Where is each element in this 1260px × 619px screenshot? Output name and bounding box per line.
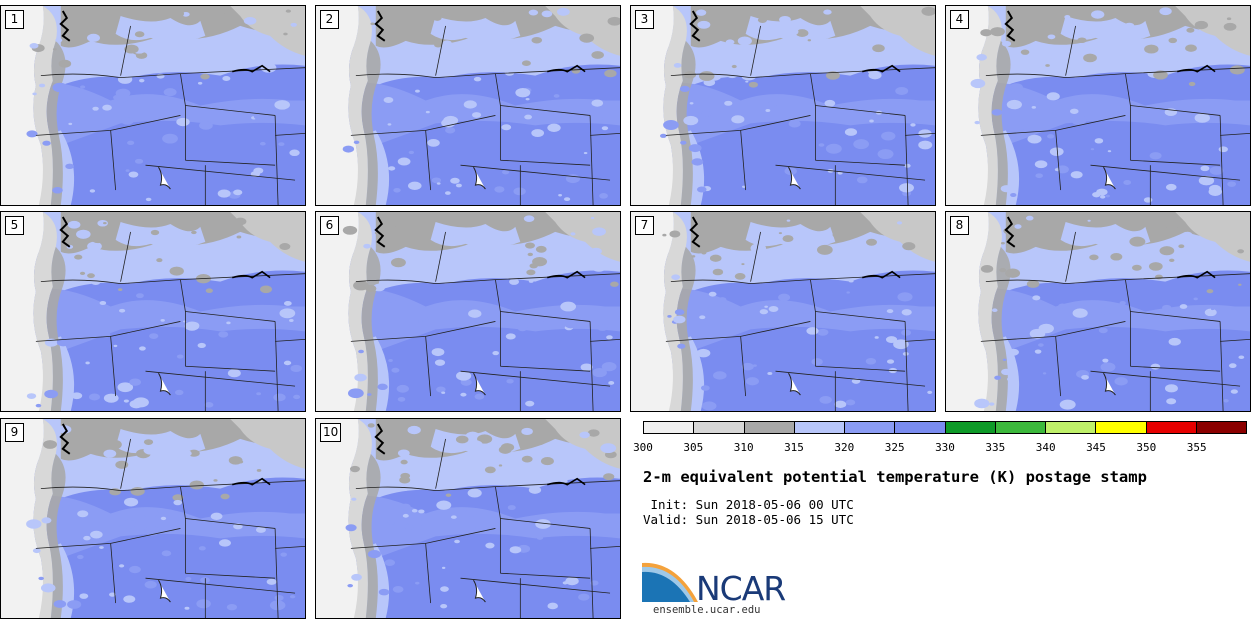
stamp-panel-7: 7 [630, 211, 936, 412]
stamp-panel-10: 10 [315, 418, 621, 619]
ncar-logo-mark: NCAR [642, 562, 786, 608]
stamp-panel-5: 5 [0, 211, 306, 412]
panel-number-label: 1 [5, 10, 24, 29]
map-image [1, 419, 305, 618]
colorbar [643, 421, 1247, 434]
colorbar-tick-label: 345 [1086, 441, 1106, 454]
colorbar-segment [1146, 422, 1197, 433]
colorbar-tick-label: 300 [633, 441, 653, 454]
map-image [946, 6, 1250, 205]
panel-number-label: 4 [950, 10, 969, 29]
panel-number-label: 7 [635, 216, 654, 235]
stamp-panel-6: 6 [315, 211, 621, 412]
colorbar-segment [1046, 422, 1097, 433]
page-title: 2-m equivalent potential temperature (K)… [643, 468, 1147, 486]
colorbar-segment [694, 422, 745, 433]
colorbar-segment [794, 422, 845, 433]
map-image [1, 212, 305, 411]
colorbar-segment [995, 422, 1046, 433]
panel-number-label: 10 [320, 423, 342, 442]
panel-number-label: 5 [5, 216, 24, 235]
panel-number-label: 6 [320, 216, 339, 235]
stamp-panel-1: 1 [0, 5, 306, 206]
map-image [631, 212, 935, 411]
stamp-panel-2: 2 [315, 5, 621, 206]
valid-time: Valid: Sun 2018-05-06 15 UTC [643, 512, 854, 527]
panel-number-label: 9 [5, 423, 24, 442]
colorbar-tick-label: 315 [784, 441, 804, 454]
map-image [316, 419, 620, 618]
colorbar-tick-label: 305 [683, 441, 704, 454]
colorbar-segment [845, 422, 896, 433]
map-image [631, 6, 935, 205]
colorbar-tick-label: 320 [834, 441, 855, 454]
colorbar-segment [1096, 422, 1147, 433]
colorbar-segment [1196, 422, 1246, 433]
ncar-logo: NCAR [642, 562, 792, 608]
stamp-panel-3: 3 [630, 5, 936, 206]
colorbar-tick-label: 340 [1035, 441, 1056, 454]
panel-number-label: 8 [950, 216, 969, 235]
map-image [1, 6, 305, 205]
colorbar-segment [644, 422, 695, 433]
colorbar-tick-label: 330 [935, 441, 955, 454]
stamp-panel-9: 9 [0, 418, 306, 619]
colorbar-tick-label: 335 [985, 441, 1006, 454]
panel-number-label: 3 [635, 10, 654, 29]
colorbar-tick-label: 325 [884, 441, 905, 454]
colorbar-segment [895, 422, 946, 433]
stamp-panel-4: 4 [945, 5, 1251, 206]
map-image [946, 212, 1250, 411]
init-time: Init: Sun 2018-05-06 00 UTC [643, 497, 854, 512]
panel-number-label: 2 [320, 10, 339, 29]
map-image [316, 212, 620, 411]
colorbar-tick-label: 355 [1186, 441, 1207, 454]
stamp-panel-8: 8 [945, 211, 1251, 412]
colorbar-tick-label: 350 [1136, 441, 1157, 454]
colorbar-tick-label: 310 [733, 441, 754, 454]
colorbar-segment [945, 422, 996, 433]
ncar-logo-text: NCAR [696, 569, 785, 604]
colorbar-segment [744, 422, 795, 433]
map-image [316, 6, 620, 205]
site-url: ensemble.ucar.edu [653, 604, 761, 616]
